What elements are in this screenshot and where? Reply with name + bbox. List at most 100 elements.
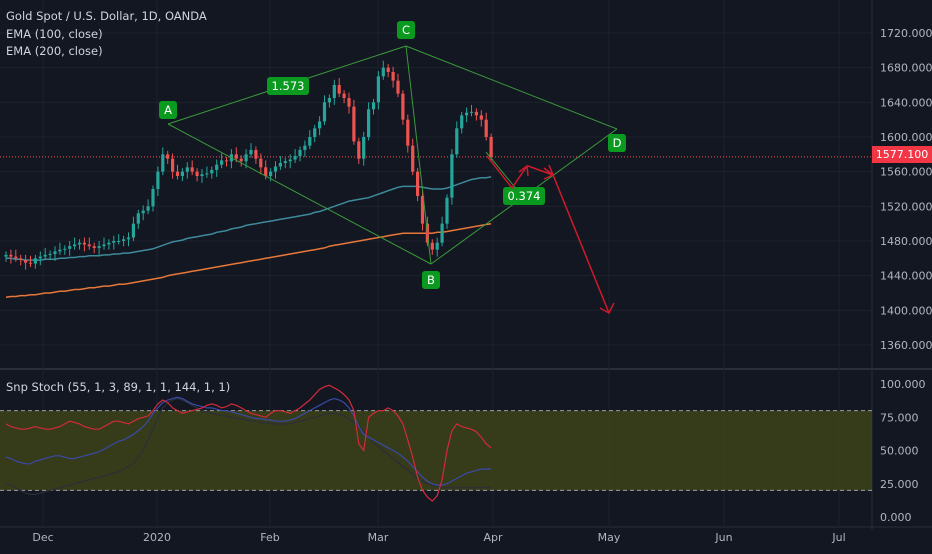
candle-body: [53, 251, 57, 254]
candle-body: [484, 119, 488, 137]
stoch-tick-label: 0.000: [880, 511, 912, 524]
time-axis[interactable]: Dec 2020 Feb Mar Apr May Jun Jul: [32, 531, 845, 544]
candle-body: [58, 249, 62, 252]
harmonic-pattern: A B C D 1.573 0.374: [159, 21, 626, 289]
candle-body: [435, 242, 439, 250]
ema100-legend[interactable]: EMA (100, close): [6, 27, 103, 41]
candle-body: [293, 156, 297, 160]
candle-body: [82, 242, 86, 245]
pattern-label-1-573: 1.573: [272, 79, 305, 93]
candle-body: [131, 223, 135, 238]
price-tick-label: 1480.000: [880, 235, 932, 248]
stoch-lines: [5, 384, 492, 502]
candle-body: [92, 246, 96, 248]
candle-body: [151, 189, 155, 207]
candle-body: [347, 98, 351, 107]
last-price-tag: 1577.100: [872, 146, 932, 163]
time-tick-label: Jul: [831, 531, 845, 544]
candle-body: [313, 128, 317, 137]
candle-body: [244, 154, 248, 162]
ema100-line: [6, 176, 492, 261]
candle-body: [327, 98, 331, 103]
candle-body: [376, 76, 380, 103]
candle-body: [249, 150, 253, 155]
candle-body: [322, 102, 327, 122]
price-tick-label: 1560.000: [880, 166, 932, 179]
candle-body: [337, 85, 341, 94]
candle-body: [14, 256, 18, 259]
candle-body: [24, 260, 28, 263]
price-tick-label: 1440.000: [880, 270, 932, 283]
candle-body: [303, 145, 307, 150]
candle-body: [4, 254, 8, 257]
candle-body: [166, 154, 170, 159]
candle-body: [357, 141, 361, 159]
forecast-arrowhead: [518, 164, 529, 177]
candle-body: [239, 158, 243, 162]
candle-body: [146, 206, 150, 211]
ema200-legend[interactable]: EMA (200, close): [6, 44, 103, 58]
candle-body: [33, 258, 37, 264]
price-tick-label: 1600.000: [880, 131, 932, 144]
stoch-tick-label: 75.000: [880, 411, 919, 424]
candle-body: [455, 128, 459, 155]
candle-body: [73, 244, 77, 247]
candle-body: [450, 154, 454, 198]
candle-body: [224, 160, 229, 162]
stoch-tick-label: 50.000: [880, 445, 919, 458]
candle-body: [298, 150, 302, 157]
candle-body: [273, 166, 278, 172]
candle-body: [288, 159, 292, 162]
candle-body: [190, 167, 194, 172]
candle-body: [220, 160, 224, 165]
candle-body: [87, 244, 91, 247]
candlestick-series: [4, 60, 493, 270]
price-tick-label: 1640.000: [880, 96, 932, 109]
candle-body: [278, 163, 282, 167]
candle-body: [406, 119, 410, 146]
candle-body: [318, 121, 322, 129]
forecast-arrowhead: [599, 302, 615, 315]
candle-body: [259, 158, 263, 168]
candle-body: [416, 171, 420, 196]
candle-body: [215, 164, 219, 170]
forecast-path-down: [548, 164, 610, 314]
ema-lines: [5, 176, 492, 299]
candle-body: [102, 244, 106, 247]
pattern-label-box: [608, 134, 626, 152]
stoch-tick-label: 100.000: [880, 378, 926, 391]
candle-body: [112, 241, 116, 243]
candle-body: [161, 154, 165, 172]
candle-body: [195, 171, 199, 176]
pattern-label-0-374: 0.374: [508, 189, 541, 203]
pattern-label-C: C: [402, 23, 410, 37]
stoch-tick-label: 25.000: [880, 478, 919, 491]
candle-body: [342, 93, 346, 98]
pattern-ab-line: [167, 123, 432, 265]
pattern-cd-line: [405, 45, 618, 130]
time-tick-label: Mar: [368, 531, 389, 544]
candle-body: [430, 242, 434, 250]
time-tick-label: Dec: [32, 531, 53, 544]
time-tick-label: May: [598, 531, 621, 544]
candle-body: [445, 197, 449, 224]
candle-body: [97, 246, 101, 248]
candle-body: [283, 161, 287, 163]
candle-body: [474, 111, 478, 116]
price-axis[interactable]: 1720.000 1680.000 1640.000 1600.000 1560.000…: [880, 27, 932, 524]
candle-body: [63, 248, 67, 250]
candle-body: [185, 167, 189, 172]
candle-body: [391, 72, 395, 81]
pattern-label-A: A: [164, 103, 172, 117]
candle-body: [9, 254, 13, 257]
symbol-title[interactable]: Gold Spot / U.S. Dollar, 1D, OANDA: [6, 9, 207, 23]
candle-body: [469, 111, 474, 113]
stoch-legend[interactable]: Snp Stoch (55, 1, 3, 89, 1, 1, 144, 1, 1…: [6, 380, 231, 394]
candle-body: [386, 67, 390, 72]
price-tick-label: 1360.000: [880, 339, 932, 352]
stoch-line-1: [5, 396, 492, 486]
candle-body: [308, 137, 312, 146]
candle-body: [28, 262, 33, 264]
